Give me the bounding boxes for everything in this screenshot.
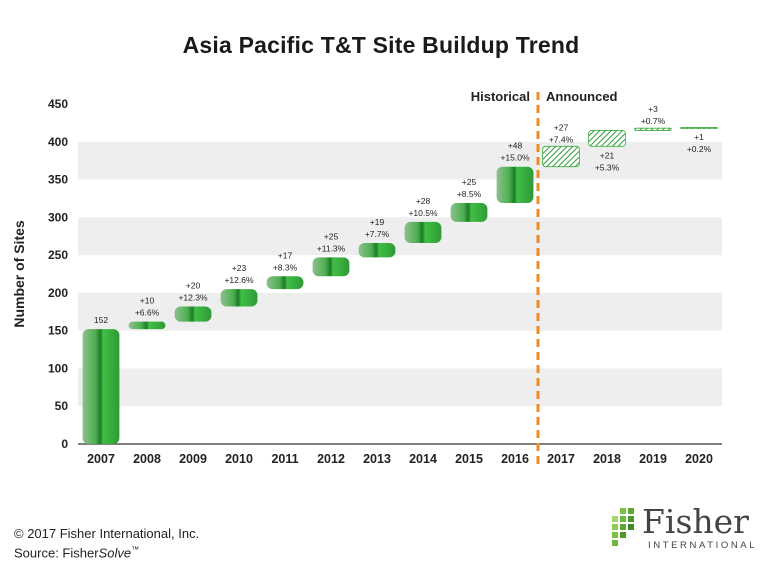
y-tick-label: 200	[48, 286, 68, 300]
data-label-pct: +7.7%	[365, 229, 390, 239]
x-tick-label: 2008	[133, 452, 161, 466]
y-tick-label: 50	[55, 399, 69, 413]
data-label-pct: +11.3%	[317, 243, 346, 253]
bar-2017	[542, 145, 580, 168]
logo-subtitle: INTERNATIONAL	[648, 540, 758, 551]
data-label-pct: +0.2%	[687, 144, 712, 154]
data-label-increment: +10	[140, 296, 155, 306]
bar-2007	[82, 329, 120, 444]
bar-2020	[680, 127, 718, 130]
source-italic: Solve	[98, 545, 132, 561]
data-label-increment: 152	[94, 315, 108, 325]
x-tick-label: 2016	[501, 452, 529, 466]
region-label-announced: Announced	[546, 89, 618, 104]
data-label-pct: +5.3%	[595, 162, 620, 172]
bar-2012	[312, 257, 350, 277]
grid-band	[78, 368, 722, 407]
bar-2014	[404, 221, 442, 244]
data-label-pct: +7.4%	[549, 134, 574, 144]
x-tick-label: 2013	[363, 452, 391, 466]
logo-word: Fisher	[642, 502, 749, 541]
data-label-pct: +10.5%	[408, 208, 438, 218]
source-prefix: Source: Fisher	[14, 545, 99, 561]
data-label-pct: +6.6%	[135, 308, 160, 318]
data-label-increment: +21	[600, 150, 615, 160]
chart-title: Asia Pacific T&T Site Buildup Trend	[182, 32, 580, 58]
bar-2010	[220, 289, 258, 307]
bar-2008	[128, 321, 166, 330]
y-tick-label: 400	[48, 135, 68, 149]
x-tick-label: 2012	[317, 452, 345, 466]
y-tick-label: 300	[48, 210, 68, 224]
data-label-pct: +12.6%	[224, 275, 254, 285]
data-label-increment: +25	[324, 231, 339, 241]
x-tick-label: 2017	[547, 452, 575, 466]
data-label-pct: +8.3%	[273, 262, 298, 272]
data-label-increment: +48	[508, 141, 523, 151]
data-label-increment: +17	[278, 250, 293, 260]
data-label-increment: +1	[694, 132, 704, 142]
grid-band	[78, 141, 722, 180]
bar-2009	[174, 306, 212, 322]
data-label-increment: +27	[554, 122, 569, 132]
x-tick-label: 2007	[87, 452, 115, 466]
bar-2016	[496, 166, 534, 203]
copyright-text: © 2017 Fisher International, Inc.	[14, 526, 200, 541]
x-tick-label: 2009	[179, 452, 207, 466]
grid-band	[78, 217, 722, 256]
data-label-pct: +12.3%	[178, 292, 208, 302]
y-tick-label: 450	[48, 97, 68, 111]
data-label-increment: +28	[416, 196, 431, 206]
source-text: Source: FisherSolve™	[14, 545, 139, 560]
x-tick-label: 2011	[271, 452, 298, 466]
region-label-historical: Historical	[471, 89, 530, 104]
fisher-logo-mark-icon	[612, 508, 634, 546]
data-label-pct: +0.7%	[641, 116, 666, 126]
data-label-increment: +3	[648, 104, 658, 114]
data-label-increment: +25	[462, 177, 477, 187]
source-tm: ™	[131, 545, 140, 554]
bar-2018	[588, 130, 626, 147]
y-tick-label: 250	[48, 248, 68, 262]
bar-2015	[450, 202, 488, 222]
bar-2019	[634, 127, 672, 131]
x-tick-label: 2018	[593, 452, 621, 466]
x-tick-label: 2020	[685, 452, 713, 466]
data-label-increment: +19	[370, 217, 385, 227]
data-label-pct: +8.5%	[457, 189, 482, 199]
y-tick-label: 350	[48, 173, 68, 187]
x-tick-label: 2015	[455, 452, 483, 466]
y-tick-label: 100	[48, 361, 68, 375]
y-tick-label: 150	[48, 324, 68, 338]
x-tick-label: 2019	[639, 452, 667, 466]
y-tick-label: 0	[61, 437, 68, 451]
y-axis-label: Number of Sites	[11, 220, 27, 328]
bar-2013	[358, 243, 396, 258]
bar-2011	[266, 276, 304, 290]
data-label-pct: +15.0%	[500, 153, 530, 163]
data-label-increment: +23	[232, 263, 247, 273]
x-tick-label: 2014	[409, 452, 437, 466]
data-label-increment: +20	[186, 280, 201, 290]
x-tick-label: 2010	[225, 452, 253, 466]
fisher-logo: Fisher INTERNATIONAL	[608, 502, 758, 554]
grid-band	[78, 292, 722, 331]
